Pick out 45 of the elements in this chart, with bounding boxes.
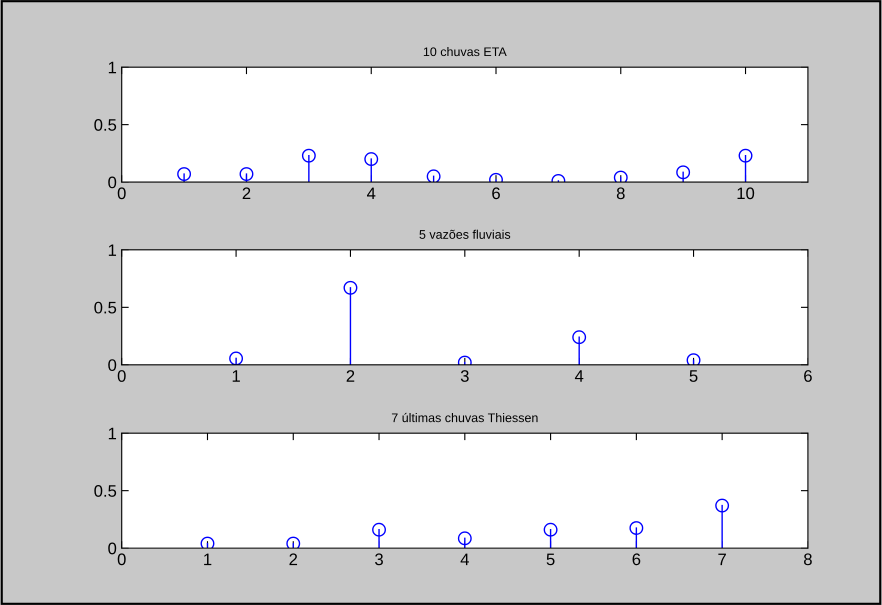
chart-title: 5 vazões fluviais [419,230,510,239]
point [372,522,386,537]
y-tick-label: 0 [108,359,116,372]
point [629,521,644,535]
x-tick-label: 2 [289,553,298,566]
point [715,498,730,513]
x-tick-label: 0 [118,370,126,382]
point [544,522,558,537]
chart-title: 7 últimas chuvas Thiessen [392,412,538,422]
y-tick-label: 1 [108,244,116,256]
x-tick-label: 4 [574,370,584,382]
y-tick-label: 0.5 [94,302,116,314]
x-tick-label: 5 [690,370,698,382]
point [458,531,472,546]
x-tick-label: 8 [804,553,812,566]
x-tick-label: 0 [118,187,126,200]
y-tick-label: 0.5 [94,119,116,131]
x-tick-label: 2 [242,187,250,200]
point [572,330,586,344]
x-tick-label: 7 [718,554,726,566]
x-tick-label: 2 [346,370,354,382]
point [686,353,700,365]
x-tick-label: 1 [204,554,212,566]
x-tick-label: 10 [738,187,754,200]
x-tick-label: 1 [232,370,240,382]
chart-title: 10 chuvas ETA [424,46,507,56]
y-tick-label: 0.5 [94,485,116,497]
point [200,536,214,548]
x-tick-label: 5 [546,554,555,566]
x-tick-label: 6 [632,553,640,566]
x-tick-label: 6 [492,187,500,200]
x-tick-label: 3 [375,553,383,566]
x-tick-label: 3 [460,370,469,382]
x-tick-label: 0 [118,553,126,566]
point [344,280,358,295]
point [229,352,244,365]
y-tick-label: 1 [108,62,116,74]
y-tick-label: 0 [108,176,116,188]
x-tick-label: 6 [804,370,812,382]
x-tick-label: 8 [616,187,625,200]
point [286,536,300,548]
y-tick-label: 1 [108,428,116,440]
x-tick-label: 4 [460,554,469,566]
y-tick-label: 0 [108,542,116,554]
x-tick-label: 4 [366,188,376,200]
